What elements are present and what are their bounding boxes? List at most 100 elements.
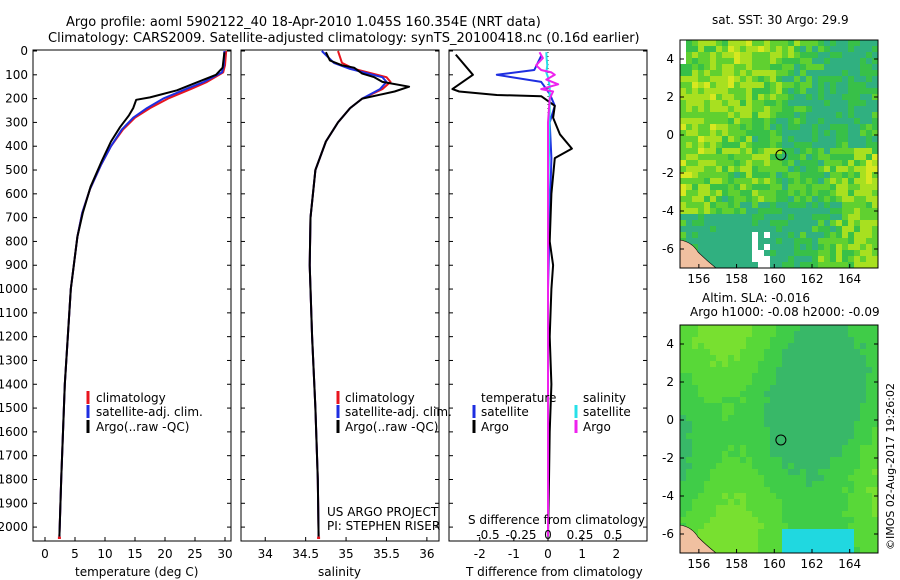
map-cell: [776, 202, 783, 209]
map-cell: [818, 118, 825, 125]
map-cell: [782, 238, 789, 245]
map-cell: [824, 475, 831, 482]
map-cell: [860, 46, 867, 53]
map-cell: [854, 523, 861, 530]
map-cell: [800, 154, 807, 161]
map-cell: [800, 166, 807, 173]
map-cell: [698, 136, 705, 143]
map-cell: [752, 379, 759, 386]
map-cell: [692, 142, 699, 149]
map-cell: [854, 535, 861, 542]
map-cell: [794, 64, 801, 71]
map-cell: [872, 499, 879, 506]
map-cell: [698, 469, 705, 476]
map-cell: [806, 262, 813, 269]
map-cell: [692, 88, 699, 95]
map-cell: [740, 397, 747, 404]
map-cell: [734, 379, 741, 386]
map-cell: [860, 82, 867, 89]
map-cell: [842, 118, 849, 125]
map-cell: [764, 208, 771, 215]
map-cell: [686, 94, 693, 101]
map-cell: [686, 82, 693, 89]
map-cell: [758, 457, 765, 464]
map-cell: [806, 172, 813, 179]
map-cell: [704, 130, 711, 137]
map-cell: [728, 118, 735, 125]
map-cell: [770, 262, 777, 269]
map-cell: [782, 481, 789, 488]
map-cell: [836, 397, 843, 404]
map-cell: [806, 250, 813, 257]
map-cell: [716, 367, 723, 374]
map-cell: [866, 214, 873, 221]
map-cell: [686, 451, 693, 458]
map-cell: [812, 403, 819, 410]
map-cell: [680, 64, 687, 71]
map-cell: [782, 541, 789, 548]
map-cell: [812, 391, 819, 398]
depth-tick-label: 500: [5, 163, 28, 177]
map-cell: [848, 178, 855, 185]
map-cell: [740, 256, 747, 263]
map-cell: [818, 517, 825, 524]
map-cell: [842, 256, 849, 263]
map-cell: [842, 427, 849, 434]
map-cell: [860, 397, 867, 404]
map-cell: [764, 46, 771, 53]
map-cell: [824, 391, 831, 398]
map-cell: [842, 226, 849, 233]
map-cell: [812, 421, 819, 428]
map-cell: [758, 130, 765, 137]
map-cell: [752, 433, 759, 440]
map-cell: [854, 220, 861, 227]
map-cell: [740, 427, 747, 434]
map-cell: [728, 523, 735, 530]
map-cell: [818, 439, 825, 446]
map-cell: [866, 232, 873, 239]
map-cell: [806, 214, 813, 221]
map-cell: [704, 379, 711, 386]
map-cell: [746, 331, 753, 338]
map-cell: [806, 118, 813, 125]
map-cell: [692, 439, 699, 446]
map-cell: [824, 337, 831, 344]
map-cell: [758, 547, 765, 554]
map-cell: [740, 487, 747, 494]
map-cell: [848, 481, 855, 488]
map-cell: [680, 325, 687, 332]
map-cell: [698, 250, 705, 257]
map-cell: [782, 451, 789, 458]
map-cell: [866, 244, 873, 251]
x-tick-label: 25: [187, 547, 202, 561]
map-cell: [728, 94, 735, 101]
depth-tick-label: 400: [5, 139, 28, 153]
map-cell: [860, 160, 867, 167]
temperature-x-label: temperature (deg C): [75, 565, 198, 579]
map-cell: [818, 505, 825, 512]
map-cell: [734, 148, 741, 155]
map-cell: [866, 403, 873, 410]
map-cell: [740, 547, 747, 554]
map-cell: [698, 46, 705, 53]
map-cell: [710, 46, 717, 53]
map-cell: [830, 76, 837, 83]
map-cell: [824, 88, 831, 95]
map-cell: [698, 415, 705, 422]
map-cell: [734, 214, 741, 221]
map-cell: [752, 76, 759, 83]
map-cell: [692, 349, 699, 356]
map-cell: [830, 409, 837, 416]
map-cell: [734, 469, 741, 476]
map-cell: [692, 469, 699, 476]
map-cell: [710, 148, 717, 155]
map-cell: [692, 124, 699, 131]
map-cell: [680, 106, 687, 113]
map-cell: [830, 349, 837, 356]
map-cell: [806, 535, 813, 542]
map-cell: [824, 40, 831, 47]
map-cell: [716, 76, 723, 83]
map-cell: [794, 475, 801, 482]
map-cell: [704, 361, 711, 368]
map-cell: [716, 445, 723, 452]
